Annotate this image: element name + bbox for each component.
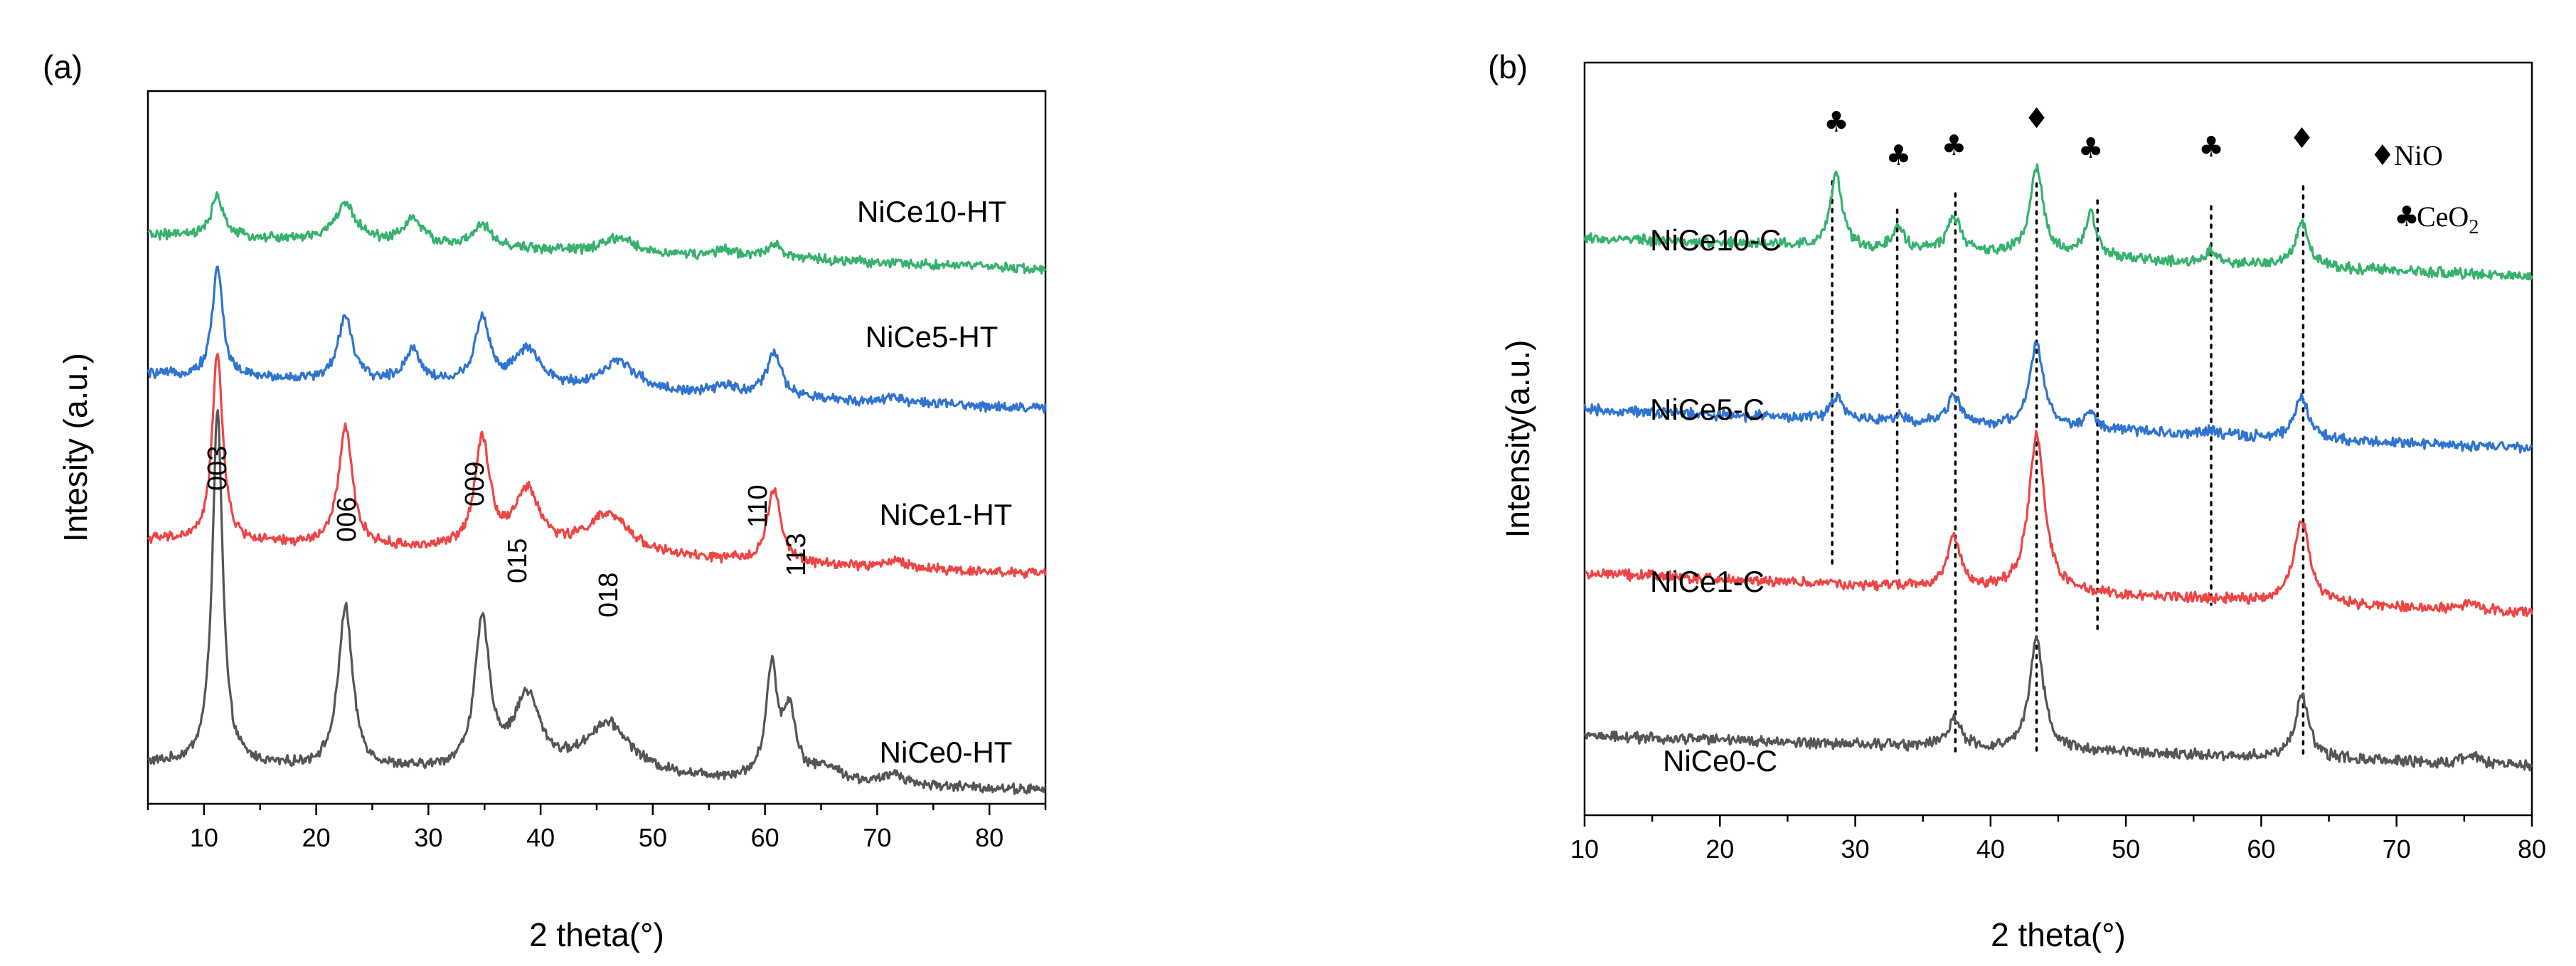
panel-a: (a) 003 006 009 015 018 110 113 NiCe0-HT NiCe1-…	[43, 48, 1047, 953]
panel-a-series-group	[147, 191, 1047, 795]
panel-a-peak-label: 113	[782, 533, 811, 576]
panel-b-series-nice1-c	[1584, 429, 2533, 618]
panel-a-series-nice0-ht	[147, 408, 1047, 795]
panel-b-series-group	[1583, 163, 2533, 772]
panel-a-series-label-nice10-ht: NiCe10-HT	[857, 195, 1006, 228]
panel-a-series-label-nice1-ht: NiCe1-HT	[880, 498, 1013, 531]
panel-b-x-tick-label: 80	[2518, 834, 2546, 864]
legend-ceo2-text: CeO	[2417, 201, 2469, 233]
panel-b-x-tick-label: 10	[1570, 834, 1599, 864]
panel-a-series-nice5-ht	[147, 265, 1047, 415]
panel-b-series-label-nice10-c: NiCe10-C	[1650, 223, 1781, 257]
panel-b-nio-marker: ♦	[2024, 102, 2050, 135]
panel-b-x-tick-label: 50	[2112, 834, 2140, 864]
panel-a-series-label-nice0-ht: NiCe0-HT	[880, 736, 1013, 769]
panel-b-y-axis-title: Intensity(a.u.)	[1499, 340, 1536, 538]
panel-b-ceo2-marker: ♣	[1824, 106, 1849, 139]
panel-b-frame	[1583, 61, 2533, 817]
panel-b-series-nice5-c	[1583, 341, 2533, 454]
panel-a-series-nice1-ht	[147, 352, 1047, 579]
panel-b-series-label-nice0-c: NiCe0-C	[1663, 744, 1777, 777]
legend-nio-marker: ♦	[2370, 139, 2395, 172]
panel-b-ceo2-marker: ♣	[1942, 129, 1967, 162]
panel-b-x-tick-label: 20	[1705, 834, 1734, 864]
panel-a-x-tick-label: 60	[751, 823, 779, 852]
panel-b-ceo2-marker: ♣	[2198, 131, 2224, 164]
panel-a-x-tick-label: 10	[190, 823, 218, 852]
panel-a-x-ticks: 10 20 30 40 50 60 70 80	[147, 804, 1047, 852]
panel-b-x-tick-label: 60	[2247, 834, 2275, 864]
panel-a-x-tick-label: 50	[639, 823, 667, 852]
panel-a-series-labels: NiCe0-HT NiCe1-HT NiCe5-HT NiCe10-HT	[857, 195, 1012, 769]
panel-b-x-tick-label: 30	[1841, 834, 1870, 864]
panel-a-x-tick-label: 30	[414, 823, 442, 852]
panel-b-series-labels: NiCe0-C NiCe1-C NiCe5-C NiCe10-C	[1650, 223, 1781, 777]
panel-a-peak-labels: 003 006 009 015 018 110 113	[203, 446, 811, 617]
panel-a-label: (a)	[43, 48, 83, 85]
panel-a-x-tick-label: 80	[975, 823, 1004, 852]
panel-a-series-nice10-ht	[147, 191, 1047, 275]
panel-a-x-axis-title: 2 theta(°)	[529, 916, 664, 953]
panel-a-y-axis-title: Intesity (a.u.)	[57, 353, 94, 542]
panel-a-peak-label: 009	[460, 462, 490, 506]
panel-a-peak-label: 110	[743, 484, 773, 528]
legend-ceo2-subscript: 2	[2469, 216, 2479, 238]
panel-b-series-nice10-c	[1583, 163, 2533, 281]
panel-b-ceo2-marker: ♣	[2078, 132, 2104, 165]
panel-a-x-tick-label: 20	[302, 823, 331, 852]
panel-b: (b) ♣ ♣ ♣ ♦ ♣ ♣ ♦ NiCe0-C NiCe1-C NiCe5-C NiCe10-…	[1488, 48, 2546, 953]
panel-b-legend: ♦ NiO ♣ CeO2	[2370, 139, 2479, 238]
panel-b-x-tick-label: 40	[1976, 834, 2005, 864]
panel-b-reference-lines	[1831, 180, 2305, 759]
panel-a-x-tick-label: 70	[863, 823, 891, 852]
panel-a-peak-label: 006	[332, 497, 362, 542]
panel-b-ceo2-marker: ♣	[1886, 139, 1912, 172]
panel-a-peak-label: 003	[203, 446, 233, 491]
panel-a-x-tick-label: 40	[526, 823, 555, 852]
panel-b-x-axis-title: 2 theta(°)	[1991, 916, 2126, 953]
legend-ceo2-marker: ♣	[2394, 201, 2420, 233]
panel-a-peak-label: 015	[503, 538, 533, 583]
panel-b-peak-markers: ♣ ♣ ♣ ♦ ♣ ♣ ♦	[1824, 102, 2314, 172]
panel-b-nio-marker: ♦	[2289, 122, 2315, 155]
panel-a-series-label-nice5-ht: NiCe5-HT	[866, 320, 999, 354]
legend-ceo2-label: CeO2	[2417, 201, 2479, 238]
panel-b-series-label-nice1-c: NiCe1-C	[1650, 565, 1765, 598]
panel-b-x-tick-label: 70	[2383, 834, 2411, 864]
legend-nio-label: NiO	[2394, 139, 2443, 171]
panel-b-label: (b)	[1488, 48, 1528, 85]
panel-b-series-label-nice5-c: NiCe5-C	[1650, 393, 1765, 426]
panel-b-series-nice0-c	[1583, 635, 2533, 772]
panel-a-peak-label: 018	[594, 573, 624, 617]
panel-b-x-ticks: 10 20 30 40 50 60 70 80	[1570, 815, 2546, 864]
